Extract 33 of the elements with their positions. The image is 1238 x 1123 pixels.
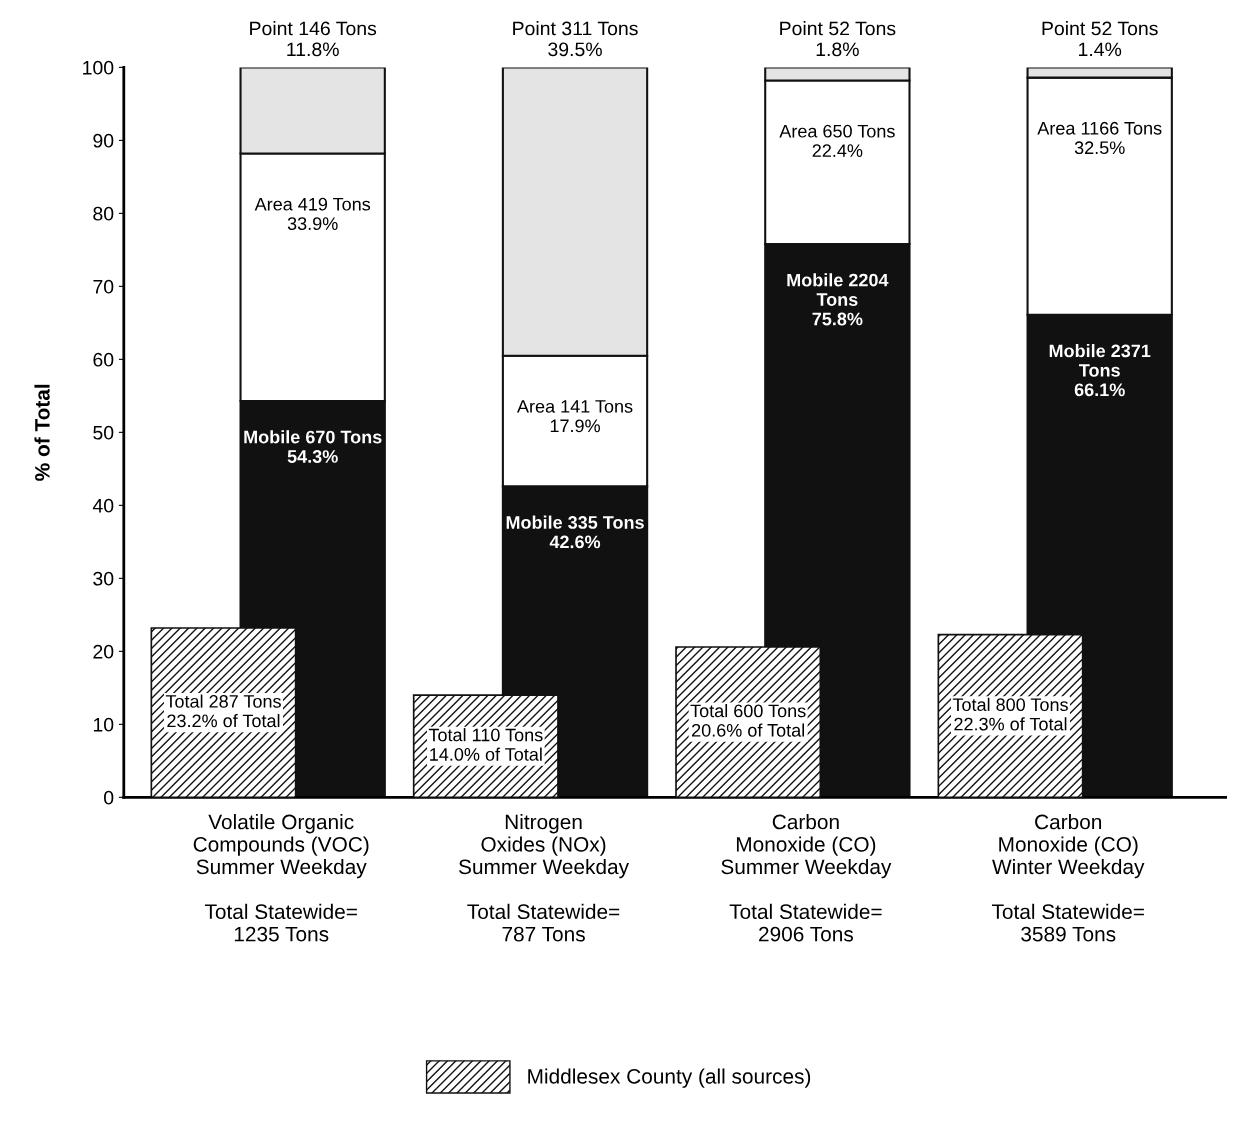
y-tick-label: 0: [104, 790, 114, 805]
y-tick-label: 60: [93, 352, 114, 367]
y-tick-label: 10: [93, 717, 114, 732]
data-label: Total 287 Tons 23.2% of Total: [165, 694, 281, 728]
category-label: Volatile Organic Compounds (VOC) Summer Weekday Total Statewide= 1235 Tons: [193, 814, 369, 942]
y-tick-label: 70: [93, 279, 114, 294]
legend-label: Middlesex County (all sources): [528, 1068, 811, 1088]
data-label: Mobile 670 Tons 54.3%: [244, 430, 382, 463]
data-label: Mobile 335 Tons 42.6%: [506, 515, 644, 549]
y-tick-label: 30: [93, 571, 114, 586]
y-tick-label: 20: [93, 644, 114, 659]
category-label: Carbon Monoxide (CO) Summer Weekday Total Statewide= 2906 Tons: [721, 814, 892, 942]
data-label: Point 311 Tons 39.5%: [513, 21, 638, 57]
y-tick-label: 100: [83, 60, 114, 75]
data-label: Area 650 Tons 22.4%: [779, 124, 895, 157]
data-label: Area 1166 Tons 32.5%: [1037, 121, 1162, 155]
data-label: Total 110 Tons 14.0% of Total: [428, 728, 543, 761]
category-label: Carbon Monoxide (CO) Winter Weekday Total Statewide= 3589 Tons: [991, 814, 1145, 942]
data-label: Mobile 2371 Tons 66.1%: [1049, 344, 1151, 397]
data-label: Mobile 2204 Tons 75.8%: [787, 273, 889, 326]
data-label: Point 52 Tons 1.4%: [1042, 21, 1158, 57]
y-tick-label: 50: [93, 425, 114, 440]
y-axis-title: % of Total: [34, 384, 50, 481]
data-label: Total 600 Tons 20.6% of Total: [690, 704, 806, 737]
data-label: Area 419 Tons 33.9%: [254, 197, 371, 231]
data-label: Point 52 Tons 1.8%: [780, 21, 896, 57]
y-tick-label: 40: [92, 498, 114, 513]
y-tick-label: 80: [93, 206, 114, 221]
data-label: Total 800 Tons 22.3% of Total: [952, 697, 1068, 731]
data-label: Area 141 Tons 17.9%: [517, 400, 633, 433]
y-tick-label: 90: [93, 133, 114, 148]
data-label: Point 146 Tons 11.8%: [250, 21, 377, 57]
category-label: Nitrogen Oxides (NOx) Summer Weekday Total Statewide= 787 Tons: [459, 814, 629, 942]
